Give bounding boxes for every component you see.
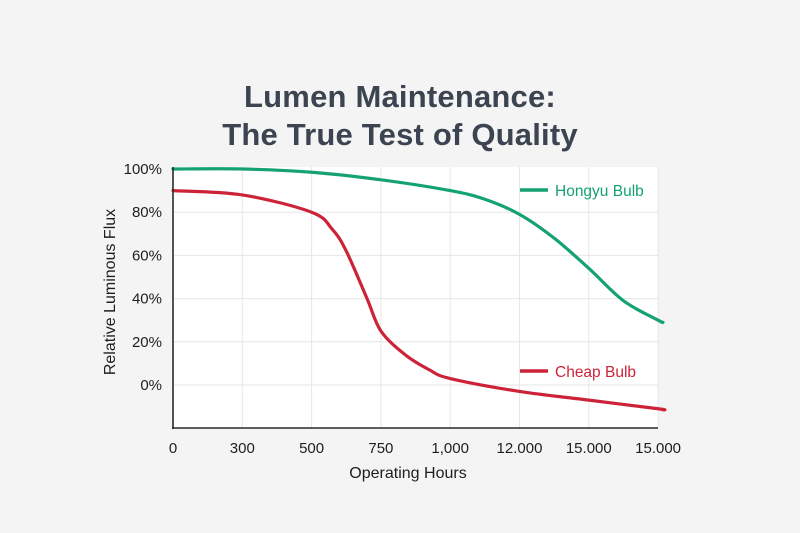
chart-title: Lumen Maintenance: The True Test of Qual… (0, 78, 800, 154)
data-series (171, 167, 667, 412)
x-tick-label: 1,000 (431, 440, 469, 457)
x-tick-label: 0 (169, 440, 177, 457)
y-tick-label: 100% (124, 161, 162, 178)
x-tick-label: 12.000 (497, 440, 543, 457)
chart-title-line-2: The True Test of Quality (222, 117, 578, 152)
legend-label: Hongyu Bulb (555, 183, 644, 200)
x-tick-label: 300 (230, 440, 255, 457)
x-tick-label: 750 (368, 440, 393, 457)
y-tick-label: 40% (132, 291, 162, 308)
y-tick-label: 0% (140, 377, 162, 394)
chart-title-line-1: Lumen Maintenance: (244, 79, 556, 114)
plot-area (173, 167, 658, 428)
x-axis-label: Operating Hours (349, 465, 466, 482)
y-tick-label: 80% (132, 204, 162, 221)
legend-label: Cheap Bulb (555, 364, 636, 381)
y-axis-label: Relative Luminous Flux (102, 209, 119, 375)
x-tick-label: 500 (299, 440, 324, 457)
grid-lines (174, 167, 659, 428)
x-axis-ticks: 0 300 500 750 1,000 12.000 15.000 15.000 (169, 440, 681, 457)
legend-item-cheap-bulb: Cheap Bulb (520, 364, 636, 381)
legend-item-hongyu-bulb: Hongyu Bulb (520, 183, 644, 200)
hongyu-bulb-line (171, 167, 665, 325)
y-axis-ticks: 100% 80% 60% 40% 20% 0% (124, 161, 162, 394)
x-tick-label: 15.000 (635, 440, 681, 457)
x-tick-label: 15.000 (566, 440, 612, 457)
y-tick-label: 20% (132, 334, 162, 351)
legend: Hongyu Bulb Cheap Bulb (520, 183, 644, 381)
cheap-bulb-line (171, 189, 667, 412)
y-tick-label: 60% (132, 247, 162, 264)
